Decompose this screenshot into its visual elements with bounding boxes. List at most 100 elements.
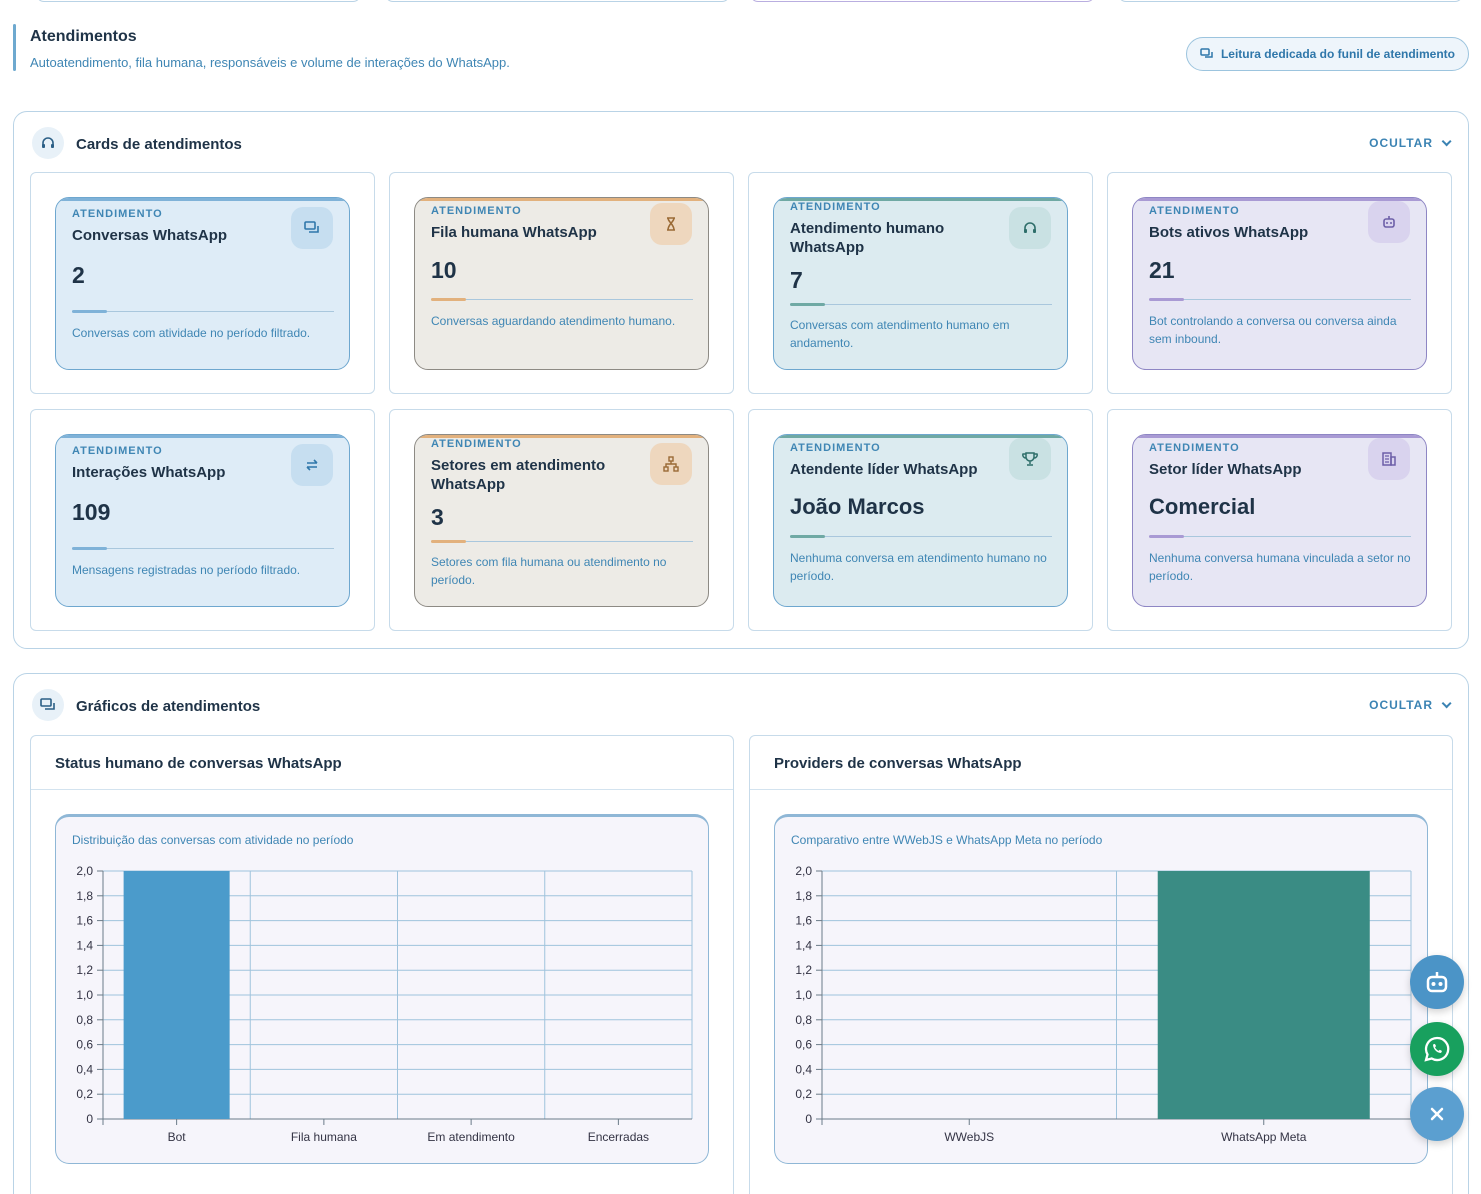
- card-divider: [72, 311, 334, 312]
- card-divider: [431, 541, 693, 542]
- status-chart-card: Distribuição das conversas com atividade…: [55, 814, 709, 1164]
- x-tick-label: WhatsApp Meta: [1221, 1130, 1307, 1144]
- card-interacoes-whatsapp[interactable]: ATENDIMENTO Interações WhatsApp 109 Mens…: [55, 434, 350, 607]
- y-tick-label: 2,0: [76, 864, 93, 878]
- card-value: 7: [790, 267, 803, 293]
- card-kicker: ATENDIMENTO: [431, 438, 522, 450]
- y-tick-label: 1,2: [795, 963, 812, 977]
- card-kicker: ATENDIMENTO: [72, 445, 163, 457]
- card-title: Conversas WhatsApp: [72, 227, 228, 244]
- card-value: João Marcos: [790, 494, 925, 519]
- card-divider: [72, 548, 334, 549]
- card-frame: ATENDIMENTO Interações WhatsApp 109 Mens…: [30, 409, 375, 631]
- card-kicker: ATENDIMENTO: [790, 442, 881, 454]
- card-setor-lider[interactable]: ATENDIMENTO Setor líder WhatsApp Comerci…: [1132, 434, 1427, 607]
- y-tick-label: 0,8: [795, 1013, 812, 1027]
- card-atendente-lider[interactable]: ATENDIMENTO Atendente líder WhatsApp Joã…: [773, 434, 1068, 607]
- card-topline: [415, 435, 708, 438]
- card-frame: ATENDIMENTO Atendente líder WhatsApp Joã…: [748, 409, 1093, 631]
- chat-icon: [1200, 48, 1213, 58]
- charts-hide-toggle[interactable]: OCULTAR: [1369, 698, 1452, 712]
- card-description: Bot controlando a conversa ou conversa a…: [1149, 314, 1397, 346]
- card-title: Setores em atendimento WhatsApp: [431, 457, 606, 493]
- x-tick-label: Encerradas: [588, 1130, 649, 1144]
- card-title: Atendimento humano WhatsApp: [790, 220, 945, 256]
- bar-whatsapp-meta[interactable]: [1157, 871, 1370, 1119]
- card-value: Comercial: [1149, 494, 1256, 519]
- providers-chart-title: Providers de conversas WhatsApp: [774, 755, 1022, 772]
- card-accent: [72, 310, 107, 313]
- y-tick-label: 1,4: [795, 938, 812, 952]
- card-title: Fila humana WhatsApp: [431, 224, 597, 241]
- card-conversas-whatsapp[interactable]: ATENDIMENTO Conversas WhatsApp 2 Convers…: [55, 197, 350, 370]
- robot-icon: [1368, 201, 1410, 243]
- y-tick-label: 0,4: [76, 1062, 93, 1076]
- card-description: Conversas com atendimento humano em anda…: [790, 318, 1010, 350]
- card-bots-ativos[interactable]: ATENDIMENTO Bots ativos WhatsApp 21 Bot …: [1132, 197, 1427, 370]
- whatsapp-icon: [1424, 1036, 1450, 1062]
- card-accent: [1149, 535, 1184, 538]
- card-frame: ATENDIMENTO Setor líder WhatsApp Comerci…: [1107, 409, 1452, 631]
- card-value: 3: [431, 504, 444, 530]
- card-description: Conversas com atividade no período filtr…: [72, 326, 311, 340]
- bar-bot[interactable]: [123, 871, 230, 1119]
- header-accent-bar: [13, 24, 16, 71]
- card-divider: [431, 299, 693, 300]
- card-topline: [1133, 435, 1426, 438]
- cards-section-title: Cards de atendimentos: [76, 136, 242, 153]
- whatsapp-button[interactable]: [1410, 1022, 1464, 1076]
- card-kicker: ATENDIMENTO: [1149, 205, 1240, 217]
- card-accent: [790, 303, 825, 306]
- card-accent: [431, 298, 466, 301]
- bot-assistant-button[interactable]: [1410, 955, 1464, 1009]
- funnel-reading-button[interactable]: Leitura dedicada do funil de atendimento: [1185, 37, 1469, 71]
- card-topline: [774, 435, 1067, 438]
- card-kicker: ATENDIMENTO: [1149, 442, 1240, 454]
- y-tick-label: 0,2: [76, 1087, 93, 1101]
- card-frame: ATENDIMENTO Setores em atendimento Whats…: [389, 409, 734, 631]
- card-kicker: ATENDIMENTO: [431, 205, 522, 217]
- panel-separator: [31, 789, 733, 790]
- card-divider: [790, 536, 1052, 537]
- charts-section-title: Gráficos de atendimentos: [76, 698, 261, 715]
- card-description: Setores com fila humana ou atendimento n…: [431, 555, 667, 587]
- card-fila-humana[interactable]: ATENDIMENTO Fila humana WhatsApp 10 Conv…: [414, 197, 709, 370]
- cards-toggle-label: OCULTAR: [1369, 136, 1433, 150]
- card-accent: [790, 535, 825, 538]
- top-scroll-remnants: [0, 0, 1481, 4]
- card-value: 21: [1149, 257, 1175, 283]
- sitemap-icon: [650, 443, 692, 485]
- card-title: Interações WhatsApp: [72, 464, 226, 481]
- card-accent: [72, 547, 107, 550]
- card-description: Nenhuma conversa humana vinculada a seto…: [1149, 551, 1411, 583]
- card-value: 2: [72, 262, 85, 288]
- headset-icon: [1009, 207, 1051, 249]
- card-description: Conversas aguardando atendimento humano.: [431, 314, 676, 328]
- card-atendimento-humano[interactable]: ATENDIMENTO Atendimento humano WhatsApp …: [773, 197, 1068, 370]
- close-button[interactable]: [1410, 1087, 1464, 1141]
- card-topline: [56, 198, 349, 201]
- y-tick-label: 0: [805, 1112, 812, 1126]
- trophy-icon: [1009, 438, 1051, 480]
- card-setores-atendimento[interactable]: ATENDIMENTO Setores em atendimento Whats…: [414, 434, 709, 607]
- chevron-down-icon: [1441, 136, 1452, 147]
- card-frame: ATENDIMENTO Atendimento humano WhatsApp …: [748, 172, 1093, 394]
- card-frame: ATENDIMENTO Bots ativos WhatsApp 21 Bot …: [1107, 172, 1452, 394]
- status-chart-panel: Status humano de conversas WhatsApp Dist…: [30, 735, 734, 1194]
- page-header: Atendimentos Autoatendimento, fila human…: [13, 24, 1469, 72]
- y-tick-label: 1,0: [795, 988, 812, 1002]
- cards-hide-toggle[interactable]: OCULTAR: [1369, 136, 1452, 150]
- headset-icon: [32, 127, 64, 159]
- card-kicker: ATENDIMENTO: [790, 201, 881, 213]
- card-title: Bots ativos WhatsApp: [1149, 224, 1309, 241]
- card-title: Setor líder WhatsApp: [1149, 461, 1302, 478]
- y-tick-label: 1,8: [795, 889, 812, 903]
- card-divider: [790, 304, 1052, 305]
- card-title: Atendente líder WhatsApp: [790, 461, 978, 478]
- x-tick-label: Fila humana: [291, 1130, 357, 1144]
- y-tick-label: 1,0: [76, 988, 93, 1002]
- card-description: Nenhuma conversa em atendimento humano n…: [790, 551, 1047, 583]
- card-accent: [1149, 298, 1184, 301]
- status-chart-title: Status humano de conversas WhatsApp: [55, 755, 342, 772]
- x-tick-label: Em atendimento: [427, 1130, 515, 1144]
